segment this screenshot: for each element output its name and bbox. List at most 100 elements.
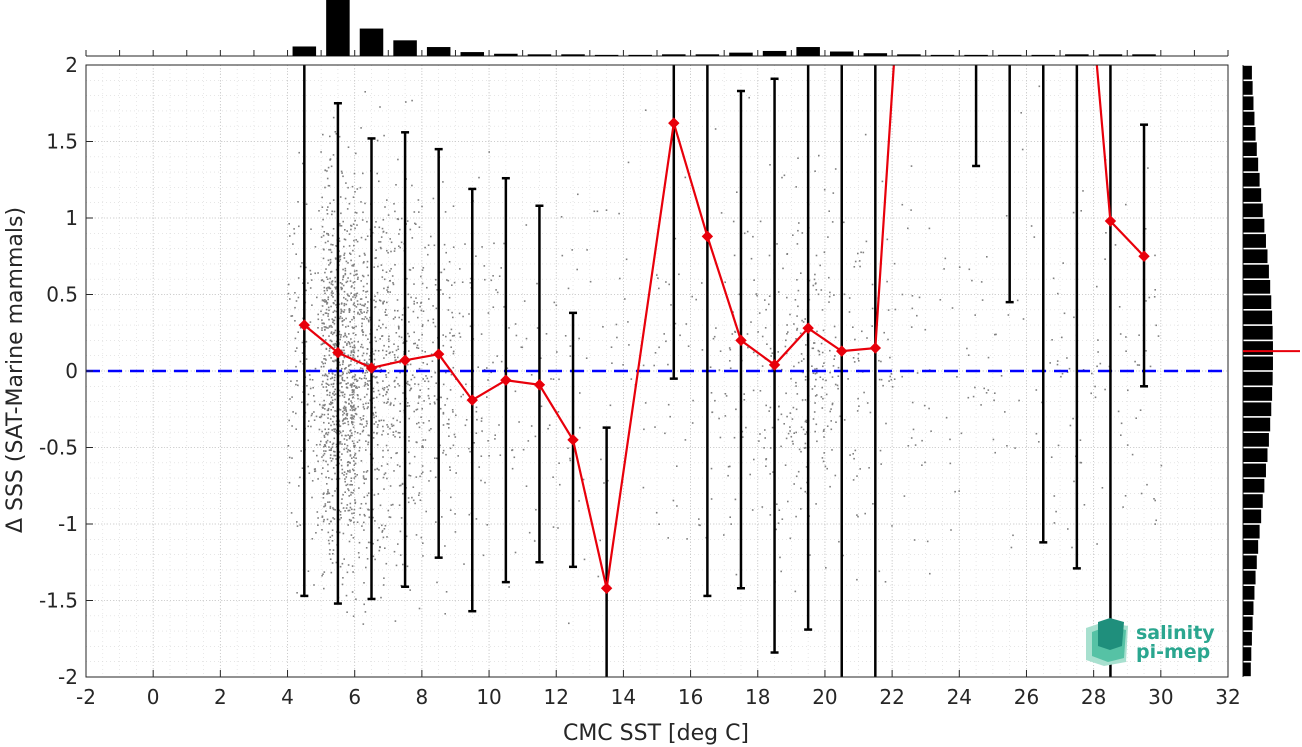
- scatter-point: [353, 445, 355, 447]
- scatter-point: [342, 532, 345, 535]
- scatter-point: [329, 135, 331, 138]
- scatter-point: [296, 521, 298, 523]
- scatter-point: [378, 226, 381, 229]
- scatter-point: [349, 462, 351, 464]
- scatter-point: [394, 435, 396, 438]
- scatter-point: [398, 335, 401, 338]
- scatter-point: [793, 365, 795, 368]
- scatter-point: [802, 321, 805, 323]
- scatter-point: [332, 457, 334, 460]
- scatter-point: [326, 213, 329, 215]
- scatter-point: [856, 410, 859, 412]
- scatter-point: [339, 256, 341, 258]
- scatter-point: [354, 452, 357, 455]
- scatter-point: [843, 419, 846, 421]
- scatter-point: [843, 293, 846, 296]
- scatter-point: [798, 222, 800, 224]
- scatter-point: [334, 286, 336, 289]
- scatter-point: [381, 227, 384, 230]
- scatter-point: [814, 170, 816, 172]
- scatter-point: [333, 319, 336, 322]
- scatter-point: [377, 265, 379, 268]
- scatter-point: [453, 334, 456, 337]
- scatter-point: [357, 397, 359, 400]
- scatter-point: [344, 238, 347, 241]
- scatter-point: [414, 222, 416, 225]
- scatter-point: [829, 291, 831, 294]
- scatter-point: [385, 354, 388, 356]
- scatter-point: [348, 295, 350, 297]
- scatter-point: [422, 422, 425, 424]
- right-histogram: [1242, 65, 1300, 677]
- scatter-point: [496, 355, 498, 357]
- scatter-point: [385, 326, 387, 329]
- scatter-point: [327, 206, 329, 208]
- scatter-point: [352, 332, 355, 335]
- scatter-point: [454, 513, 456, 515]
- scatter-point: [326, 433, 329, 436]
- scatter-point: [795, 475, 798, 478]
- scatter-point: [1125, 350, 1127, 352]
- y-axis-title: Δ SSS (SAT-Marine mammals): [3, 207, 28, 533]
- scatter-point: [365, 471, 368, 473]
- scatter-point: [332, 549, 335, 551]
- scatter-point: [351, 407, 353, 409]
- scatter-point: [383, 401, 385, 404]
- scatter-point: [364, 611, 367, 613]
- scatter-point: [852, 326, 854, 328]
- scatter-point: [348, 509, 351, 512]
- scatter-point: [308, 420, 310, 422]
- scatter-point: [642, 486, 645, 489]
- scatter-point: [745, 426, 747, 429]
- scatter-point: [804, 375, 807, 378]
- scatter-point: [320, 236, 323, 238]
- scatter-point: [787, 331, 789, 333]
- scatter-point: [342, 507, 345, 509]
- scatter-point: [536, 327, 539, 329]
- scatter-point: [309, 269, 312, 272]
- scatter-point: [349, 469, 351, 472]
- scatter-point: [805, 421, 808, 423]
- scatter-point: [415, 223, 417, 225]
- scatter-point: [351, 423, 354, 426]
- scatter-point: [410, 387, 413, 390]
- scatter-point: [1010, 546, 1013, 549]
- scatter-point: [330, 424, 332, 427]
- scatter-point: [828, 295, 831, 298]
- scatter-point: [332, 319, 335, 322]
- scatter-point: [329, 202, 331, 205]
- scatter-point: [388, 340, 390, 343]
- scatter-point: [323, 492, 325, 494]
- scatter-point: [1125, 336, 1127, 338]
- scatter-point: [287, 292, 290, 295]
- scatter-point: [950, 529, 952, 531]
- scatter-point: [894, 308, 897, 311]
- scatter-point: [378, 469, 380, 471]
- scatter-point: [1056, 363, 1059, 366]
- scatter-point: [334, 280, 337, 283]
- scatter-point: [360, 201, 362, 203]
- scatter-point: [793, 323, 795, 325]
- scatter-point: [305, 203, 308, 205]
- scatter-point: [408, 440, 410, 442]
- scatter-point: [401, 318, 403, 321]
- scatter-point: [332, 244, 334, 246]
- scatter-point: [368, 434, 370, 437]
- scatter-point: [692, 399, 694, 402]
- scatter-point: [525, 224, 528, 226]
- scatter-point: [449, 447, 452, 450]
- scatter-point: [421, 471, 424, 473]
- scatter-point: [338, 518, 341, 521]
- scatter-point: [332, 507, 334, 509]
- top-hist-bar: [494, 53, 518, 56]
- scatter-point: [394, 309, 396, 312]
- scatter-point: [349, 253, 352, 255]
- scatter-point: [349, 409, 352, 411]
- scatter-point: [436, 581, 438, 584]
- scatter-point: [347, 509, 350, 512]
- scatter-point: [781, 176, 783, 179]
- scatter-point: [398, 384, 401, 387]
- scatter-point: [448, 296, 451, 299]
- scatter-point: [360, 503, 363, 505]
- scatter-point: [353, 512, 355, 514]
